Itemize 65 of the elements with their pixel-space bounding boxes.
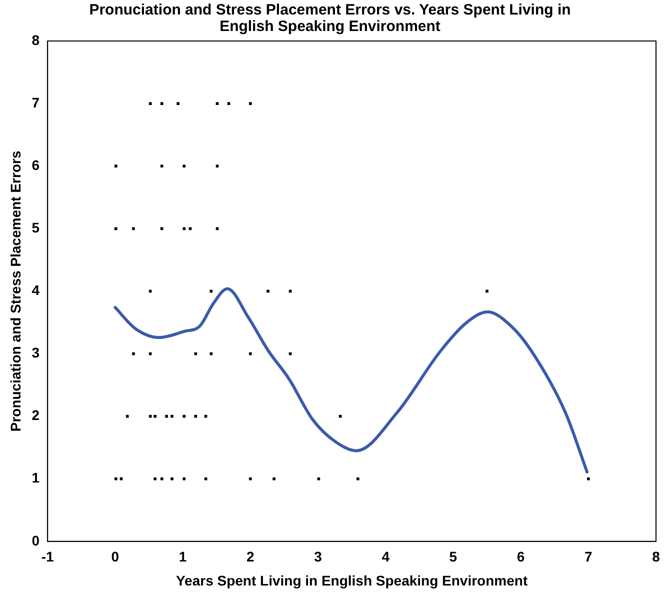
y-tick-label: 5 [32,220,40,236]
line-series [114,287,589,474]
point [148,414,152,418]
point [356,477,360,480]
y-tick-label: 3 [32,344,40,361]
y-tick-label: 7 [32,94,40,110]
point [216,164,219,168]
point [182,414,186,418]
point [170,477,174,480]
point [216,102,219,105]
y-tick-label: 4 [32,282,40,298]
y-tick-label: 6 [32,156,40,173]
point [148,352,152,356]
point [188,227,192,230]
point [317,477,320,480]
point [160,164,164,168]
point [182,477,186,480]
point [114,227,118,230]
point [114,164,118,168]
x-tick-label: 3 [314,548,322,565]
point [170,414,174,418]
point [132,352,135,356]
point [486,290,488,293]
x-axis-title: Years Spent Living in English Speaking Environment [176,572,528,588]
point [120,477,123,480]
x-tick-label: -1 [41,548,54,565]
point [160,477,164,480]
point [248,352,252,356]
point [176,102,180,105]
point [248,477,252,480]
x-tick-label: 8 [652,548,660,565]
point [586,477,590,480]
point [248,102,252,105]
x-tick-label: 7 [584,548,592,565]
point [154,414,156,418]
point [132,227,135,230]
x-tick-label: 6 [516,548,525,565]
point [194,352,198,356]
point [160,227,164,230]
point [165,414,168,418]
point [148,102,152,105]
y-tick-label: 1 [32,470,40,486]
point [148,290,152,293]
point [182,227,186,230]
x-tick-label: 1 [178,548,187,565]
y-tick-label: 0 [32,532,40,548]
point [227,102,230,105]
x-tick-label: 2 [246,548,254,565]
point [114,477,118,480]
x-tick-label: 0 [111,548,120,565]
x-tick-label: 5 [449,548,458,565]
point [204,477,208,480]
y-tick-label: 2 [32,407,40,424]
x-tick-label: 4 [382,548,390,565]
y-axis-title: Pronuciation and Stress Placement Errors [7,150,24,432]
point [216,227,219,230]
point [182,164,186,168]
point [126,414,129,418]
y-tick-label: 8 [32,32,40,48]
point [266,290,270,293]
chart-title: Pronuciation and Stress Placement Errors vs. Years Spent Living in English Speaking Environment [89,1,571,35]
point [154,477,156,480]
point [160,102,164,105]
point [272,477,276,480]
point [194,414,198,418]
